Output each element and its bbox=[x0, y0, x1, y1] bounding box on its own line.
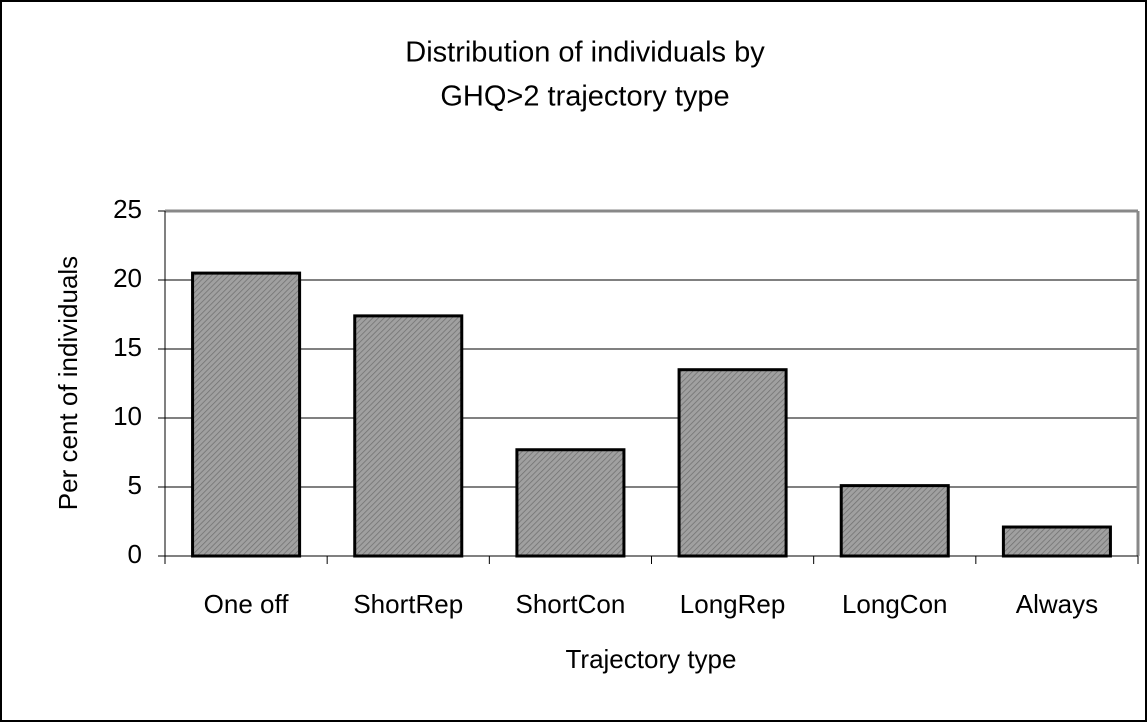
y-tick-label: 0 bbox=[128, 539, 142, 569]
y-tick-label: 25 bbox=[113, 194, 142, 224]
x-tick-label: ShortRep bbox=[353, 589, 463, 619]
x-tick-label: LongCon bbox=[842, 589, 948, 619]
chart-title: Distribution of individuals by bbox=[405, 37, 765, 69]
bar bbox=[191, 271, 302, 558]
x-tick-label: ShortCon bbox=[515, 589, 625, 619]
y-tick-label: 10 bbox=[113, 401, 142, 431]
bar bbox=[515, 448, 626, 558]
bar bbox=[1001, 525, 1112, 558]
bar bbox=[839, 484, 950, 558]
chart-title: GHQ>2 trajectory type bbox=[440, 81, 729, 113]
y-axis-label: Per cent of individuals bbox=[53, 256, 83, 510]
y-tick-label: 20 bbox=[113, 263, 142, 293]
x-axis-label: Trajectory type bbox=[566, 644, 737, 674]
y-tick-label: 15 bbox=[113, 332, 142, 362]
y-tick-label: 5 bbox=[128, 470, 142, 500]
x-tick-label: LongRep bbox=[680, 589, 786, 619]
x-tick-label: One off bbox=[204, 589, 290, 619]
bar bbox=[677, 368, 788, 558]
bar bbox=[353, 314, 464, 558]
x-tick-label: Always bbox=[1016, 589, 1098, 619]
